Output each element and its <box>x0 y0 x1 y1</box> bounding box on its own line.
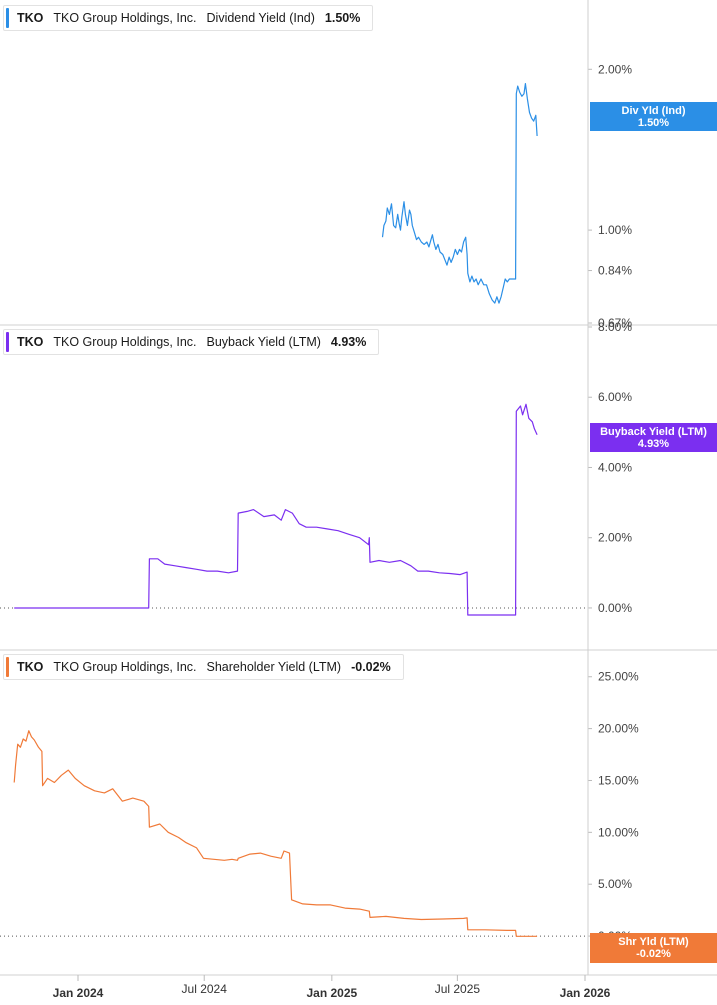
y-tick-label: 0.84% <box>598 264 632 278</box>
flag-dividend-yield: Div Yld (Ind) 1.50% <box>590 102 717 131</box>
flag-label: Buyback Yield (LTM) <box>600 426 707 438</box>
y-tick-label: 5.00% <box>598 877 632 891</box>
legend-ticker: TKO <box>17 11 44 25</box>
series-color-swatch <box>6 8 9 28</box>
buyback-yield-panel: 8.00% 6.00% 4.00% 2.00% 0.00% <box>0 320 717 651</box>
legend-dividend-yield: TKO TKO Group Holdings, Inc. Dividend Yi… <box>3 5 374 31</box>
flag-label: Div Yld (Ind) <box>621 105 686 117</box>
legend-company: TKO Group Holdings, Inc. <box>53 11 197 25</box>
flag-shareholder-yield: Shr Yld (LTM) -0.02% <box>590 933 717 963</box>
series-line <box>14 403 538 616</box>
legend-metric: Buyback Yield (LTM) <box>206 335 321 349</box>
legend-metric: Dividend Yield (Ind) <box>206 11 315 25</box>
y-tick-label: 1.00% <box>598 223 632 237</box>
flag-buyback-yield: Buyback Yield (LTM) 4.93% <box>590 423 717 452</box>
legend-ticker: TKO <box>17 335 44 349</box>
flag-value: 1.50% <box>637 117 670 129</box>
y-tick-label: 4.00% <box>598 460 632 474</box>
legend-buyback-yield: TKO TKO Group Holdings, Inc. Buyback Yie… <box>3 329 380 355</box>
legend-metric: Shareholder Yield (LTM) <box>206 660 342 674</box>
legend-company: TKO Group Holdings, Inc. <box>53 660 197 674</box>
legend-value: -0.02% <box>351 660 391 674</box>
series-line <box>381 82 538 304</box>
series-color-swatch <box>6 657 9 677</box>
x-tick-label: Jul 2025 <box>435 982 481 996</box>
y-tick-label: 0.00% <box>598 601 632 615</box>
shareholder-yield-panel: 25.00%20.00%15.00%10.00%5.00%0.00% <box>0 670 717 976</box>
legend-shareholder-yield: TKO TKO Group Holdings, Inc. Shareholder… <box>3 654 404 680</box>
dividend-yield-panel: 2.00% 1.00% 0.84% 0.67% <box>0 62 717 330</box>
x-tick-label: Jul 2024 <box>182 982 228 996</box>
legend-ticker: TKO <box>17 660 44 674</box>
y-tick-label: 10.00% <box>598 825 639 839</box>
y-tick-label: 0.67% <box>598 316 632 330</box>
legend-value: 4.93% <box>330 335 367 349</box>
y-tick-label: 2.00% <box>598 62 632 76</box>
legend-value: 1.50% <box>324 11 361 25</box>
y-tick-label: 25.00% <box>598 670 639 684</box>
y-tick-label: 6.00% <box>598 390 632 404</box>
series-color-swatch <box>6 332 9 352</box>
series-line <box>13 730 538 937</box>
y-tick-label: 2.00% <box>598 531 632 545</box>
x-tick-label: Jan 2026 <box>560 986 611 1000</box>
x-axis: Jan 2024 Jul 2024 Jan 2025 Jul 2025 Jan 2026 <box>53 975 611 1000</box>
legend-company: TKO Group Holdings, Inc. <box>53 335 197 349</box>
flag-label: Shr Yld (LTM) <box>618 936 689 948</box>
x-tick-label: Jan 2024 <box>53 986 104 1000</box>
y-tick-label: 8.00% <box>598 320 632 334</box>
y-tick-label: 15.00% <box>598 773 639 787</box>
flag-value: -0.02% <box>636 948 671 960</box>
flag-value: 4.93% <box>637 438 670 450</box>
x-tick-label: Jan 2025 <box>306 986 357 1000</box>
y-tick-label: 20.00% <box>598 722 639 736</box>
